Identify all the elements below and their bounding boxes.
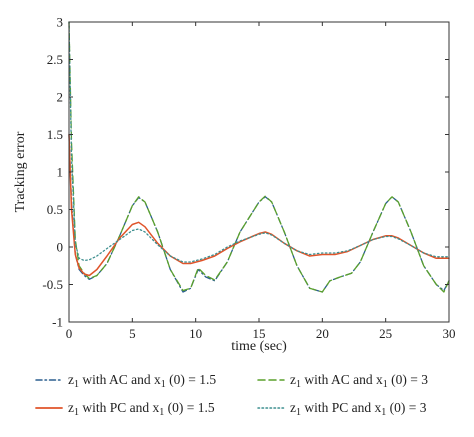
y-tick-label: 1.5: [47, 127, 63, 142]
series-line-1: [68, 133, 450, 293]
legend-text-part: z: [290, 400, 296, 415]
legend-label-4: z1 with PC and x1 (0) = 3: [290, 400, 427, 418]
legend-subscript: 1: [296, 407, 301, 418]
x-tick-label: 10: [189, 326, 202, 341]
legend: z1 with AC and x1 (0) = 1.5 z1 with AC an…: [35, 372, 428, 418]
ticks-layer: 0 5 10 15 20 25 30 -1 -0.5 0 0.5 1 1.5 2 2.5 3: [42, 15, 455, 342]
legend-subscript: 1: [381, 407, 386, 418]
x-tick-label: 20: [316, 326, 329, 341]
legend-subscript: 1: [74, 379, 79, 390]
x-tick-label: 25: [379, 326, 392, 341]
y-tick-label: 2.5: [47, 52, 63, 67]
legend-text-part: z: [290, 372, 296, 387]
legend-subscript: 1: [296, 379, 301, 390]
legend-text-part: with AC and x: [79, 372, 161, 387]
x-tick-label: 15: [253, 326, 266, 341]
x-tick-label: 5: [129, 326, 136, 341]
y-tick-label: 0.5: [47, 202, 63, 217]
legend-subscript: 1: [161, 379, 166, 390]
legend-text-part: (0) = 3: [388, 372, 428, 387]
legend-text-part: (0) = 1.5: [164, 400, 215, 415]
x-axis-label: time (sec): [231, 339, 287, 354]
legend-text-part: z: [68, 400, 74, 415]
series-line-4: [68, 21, 450, 263]
y-tick-label: -1: [52, 315, 63, 330]
series-layer: [68, 21, 450, 293]
y-tick-label: 2: [57, 90, 64, 105]
y-tick-label: 3: [57, 15, 64, 30]
legend-text-part: (0) = 1.5: [166, 372, 217, 387]
legend-text-part: (0) = 3: [386, 400, 426, 415]
legend-label-3: z1 with PC and x1 (0) = 1.5: [68, 400, 215, 418]
y-tick-label: -0.5: [42, 277, 63, 292]
legend-label-2: z1 with AC and x1 (0) = 3: [290, 372, 428, 390]
x-tick-label: 30: [443, 326, 456, 341]
legend-text-part: with PC and x: [79, 400, 160, 415]
legend-label-1: z1 with AC and x1 (0) = 1.5: [68, 372, 216, 390]
legend-text-part: with AC and x: [301, 372, 383, 387]
y-axis-label: Tracking error: [13, 131, 28, 212]
legend-subscript: 1: [383, 379, 388, 390]
y-tick-label: 0: [57, 240, 64, 255]
x-tick-label: 0: [66, 326, 73, 341]
legend-text-part: with PC and x: [301, 400, 382, 415]
y-tick-label: 1: [57, 165, 64, 180]
legend-subscript: 1: [74, 407, 79, 418]
series-line-2: [68, 21, 450, 293]
legend-text-part: z: [68, 372, 74, 387]
legend-subscript: 1: [159, 407, 164, 418]
